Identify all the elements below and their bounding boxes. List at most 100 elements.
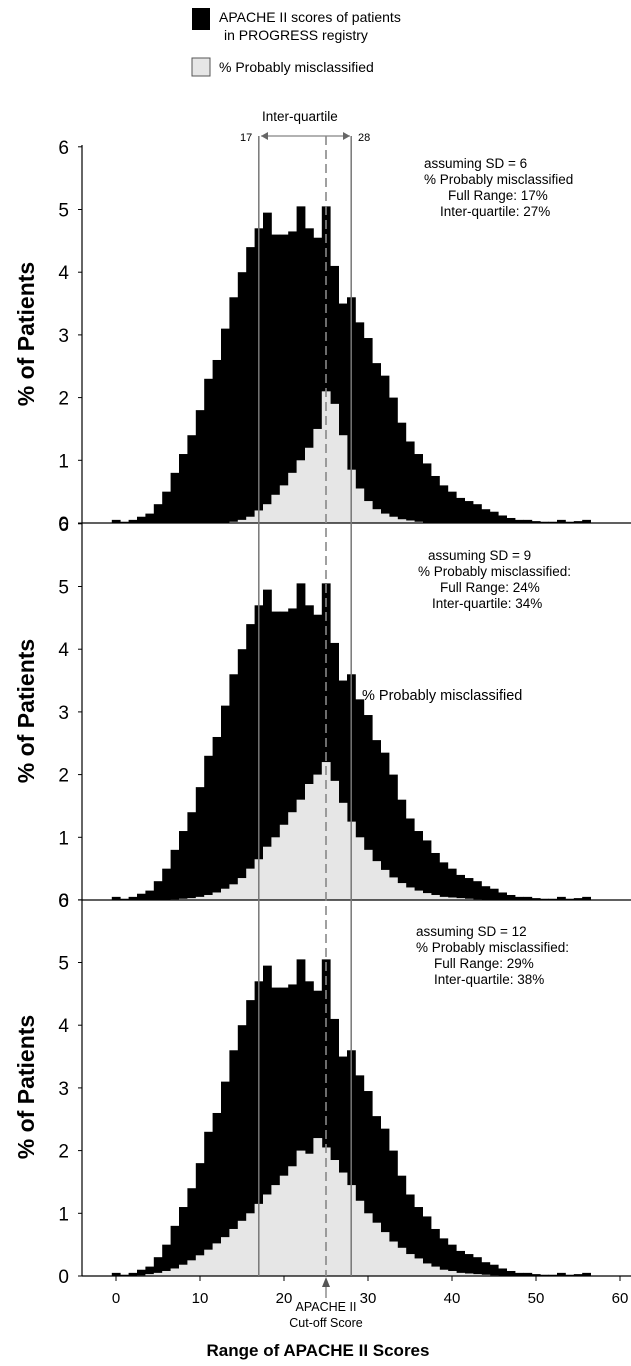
bar-misclassified xyxy=(305,447,314,523)
bar-registry xyxy=(498,892,507,900)
bar-misclassified xyxy=(447,1270,457,1276)
y-tick-label: 6 xyxy=(58,891,69,912)
bar-registry xyxy=(363,715,373,900)
legend-swatch-registry xyxy=(192,8,210,30)
y-tick-label: 0 xyxy=(58,1267,69,1288)
bar-registry xyxy=(548,898,558,900)
bar-registry xyxy=(313,237,323,523)
bar-registry xyxy=(145,513,155,523)
bar-registry xyxy=(397,1175,407,1276)
bar-registry xyxy=(162,868,171,900)
bar-registry xyxy=(296,206,306,523)
bar-registry xyxy=(414,454,423,523)
bar-registry xyxy=(246,1000,255,1276)
bar-misclassified xyxy=(179,898,188,900)
bar-registry xyxy=(195,787,205,900)
bar-misclassified xyxy=(246,516,255,523)
bar-misclassified xyxy=(305,1153,314,1276)
bar-registry xyxy=(179,831,188,900)
bar-misclassified xyxy=(229,1228,239,1276)
bar-registry xyxy=(540,1274,549,1276)
bar-misclassified xyxy=(204,894,213,900)
annotation-line-2: % Probably misclassified: xyxy=(418,564,571,579)
bar-registry xyxy=(279,234,289,523)
interquartile-arrow-left xyxy=(261,132,268,140)
bar-misclassified xyxy=(229,521,239,523)
bar-misclassified xyxy=(431,1266,440,1276)
interquartile-label: Inter-quartile xyxy=(262,109,338,124)
panel-sd-9: 0 1 2 3 4 5 6 % of Patients assuming SD = 9 % … xyxy=(13,515,591,912)
bar-registry xyxy=(153,881,163,900)
bar-registry xyxy=(531,1274,541,1276)
bar-misclassified xyxy=(279,1175,289,1276)
annotation-line-1: assuming SD = 6 xyxy=(424,156,527,171)
bar-registry xyxy=(263,589,272,900)
bar-registry xyxy=(498,1268,507,1276)
interquartile-high-label: 28 xyxy=(358,132,370,144)
x-tick-label: 20 xyxy=(276,1290,293,1307)
bar-registry xyxy=(120,1274,129,1276)
bar-registry xyxy=(414,1207,423,1276)
bar-misclassified xyxy=(279,824,289,900)
bar-registry xyxy=(389,397,398,523)
bar-misclassified xyxy=(271,1185,281,1277)
bar-registry xyxy=(506,894,516,900)
bar-misclassified xyxy=(372,861,381,900)
inline-misclassified-label: % Probably misclassified xyxy=(362,688,522,704)
legend-label-registry-line1: APACHE II scores of patients xyxy=(219,9,401,25)
interquartile-low-label: 17 xyxy=(240,132,252,144)
bar-registry xyxy=(439,862,449,900)
bar-registry xyxy=(187,435,197,523)
bar-misclassified xyxy=(473,1274,482,1276)
bar-registry xyxy=(279,987,289,1276)
bar-registry xyxy=(456,497,465,523)
bar-registry xyxy=(111,519,121,524)
bars-misclassified xyxy=(229,391,423,524)
bar-registry xyxy=(372,1116,381,1276)
bar-registry xyxy=(221,328,230,523)
bar-misclassified xyxy=(422,893,432,900)
bar-registry xyxy=(170,472,180,523)
bar-misclassified xyxy=(263,1194,272,1276)
bar-misclassified xyxy=(405,520,415,523)
bar-registry xyxy=(120,898,129,900)
bar-misclassified xyxy=(321,762,331,900)
bar-registry xyxy=(221,705,230,900)
bar-registry xyxy=(162,1244,171,1276)
bar-registry xyxy=(195,1163,205,1276)
bar-registry xyxy=(237,272,247,523)
bar-misclassified xyxy=(405,1254,415,1277)
bar-misclassified xyxy=(212,892,222,900)
annotation-line-4: Inter-quartile: 27% xyxy=(440,204,550,219)
bar-misclassified xyxy=(414,521,423,523)
bar-registry xyxy=(548,521,558,523)
bar-registry xyxy=(582,1272,591,1277)
y-tick-label: 1 xyxy=(58,828,69,849)
y-tick-label: 4 xyxy=(58,263,69,284)
bar-registry xyxy=(153,1257,163,1276)
interquartile-marker: Inter-quartile 17 28 xyxy=(240,109,370,144)
bar-registry xyxy=(523,896,533,901)
bar-misclassified xyxy=(296,460,306,523)
bar-misclassified xyxy=(271,494,281,523)
bar-registry xyxy=(506,517,516,523)
bar-registry xyxy=(565,521,575,523)
bar-registry xyxy=(573,1274,583,1276)
bar-registry xyxy=(338,303,348,523)
bar-misclassified xyxy=(431,894,440,900)
y-tick-label: 5 xyxy=(58,954,69,975)
bar-registry xyxy=(557,519,566,524)
bar-registry xyxy=(229,1050,239,1276)
legend: APACHE II scores of patients in PROGRESS… xyxy=(191,8,401,77)
y-tick-label: 3 xyxy=(58,1079,69,1100)
bar-misclassified xyxy=(221,888,230,900)
annotation-line-4: Inter-quartile: 34% xyxy=(432,596,542,611)
bar-registry xyxy=(246,624,255,900)
bar-misclassified xyxy=(355,1200,365,1276)
bar-misclassified xyxy=(195,896,205,901)
bar-registry xyxy=(195,410,205,523)
bar-registry xyxy=(128,519,138,524)
bar-misclassified xyxy=(212,1243,222,1276)
y-axis-ticks: 0 1 2 3 4 5 6 xyxy=(58,515,82,912)
